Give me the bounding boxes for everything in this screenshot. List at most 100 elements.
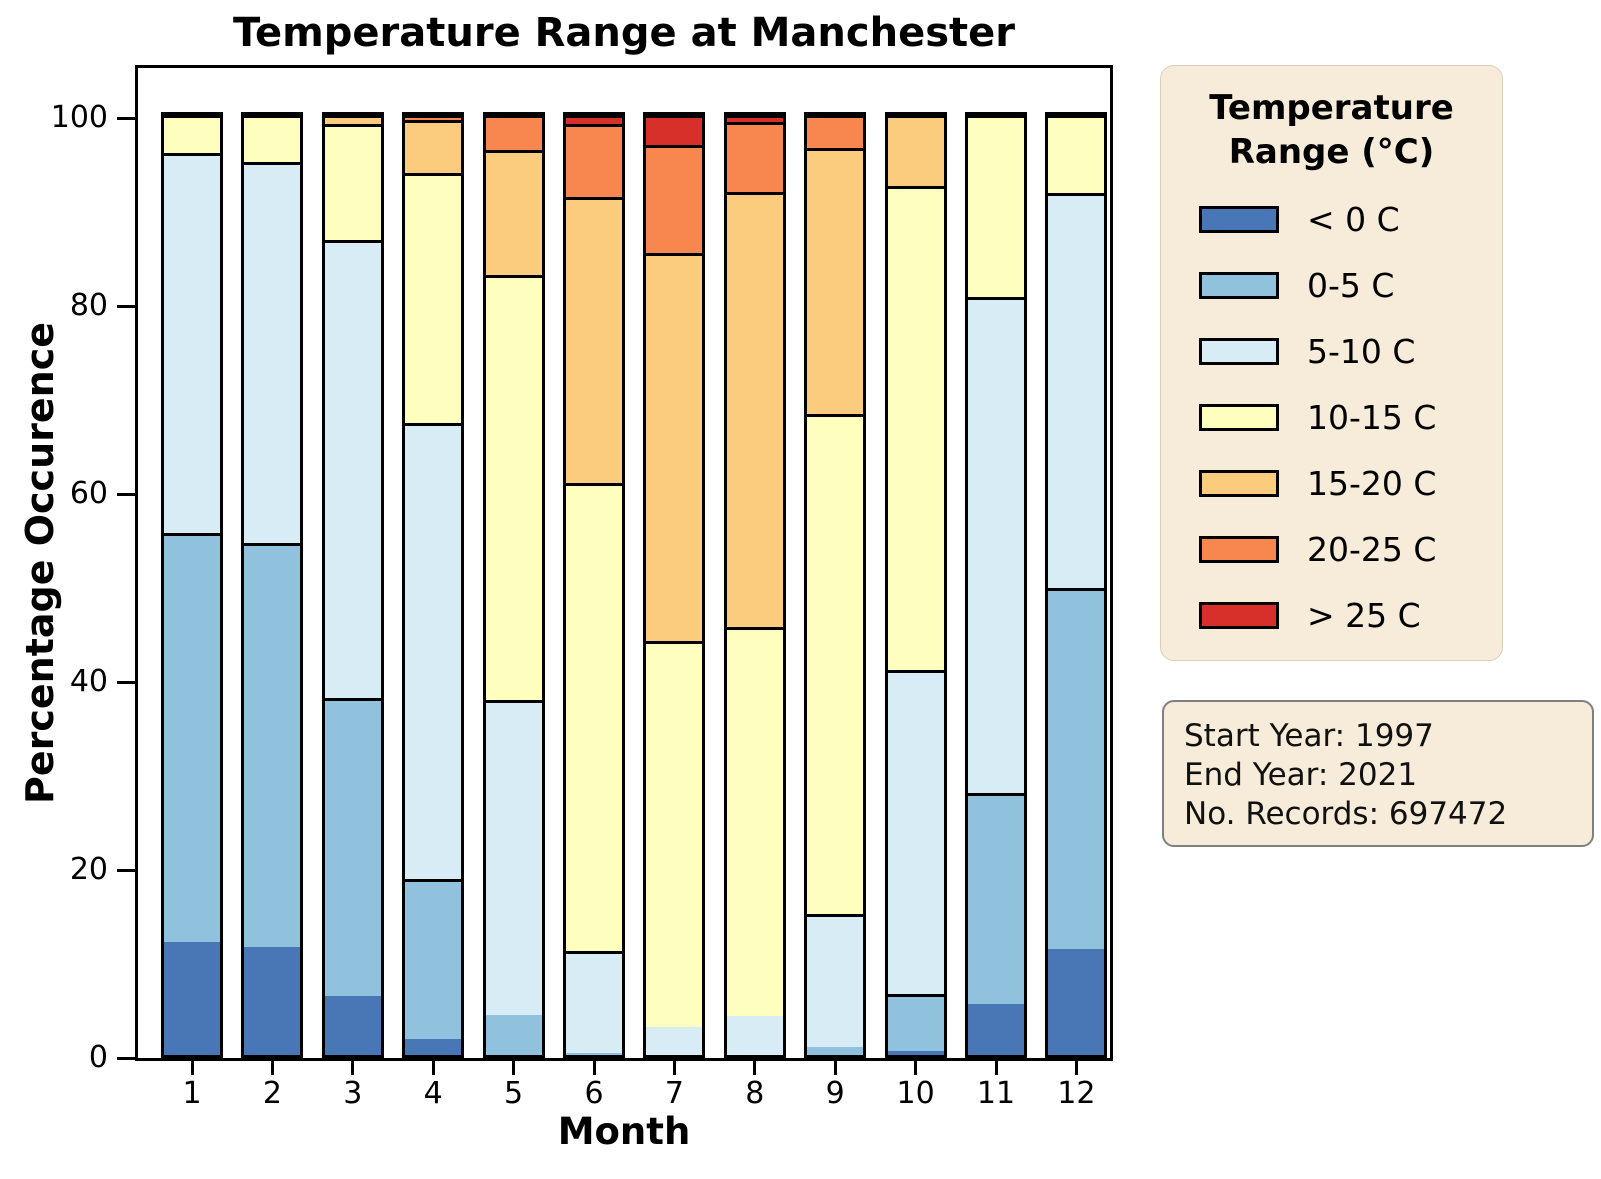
segment-0-c [968,1004,1024,1055]
x-tick-mark [351,1061,355,1075]
segment-0-5-c [405,879,462,1040]
segment-0-5-c [1048,587,1105,949]
segment-10-15-c [164,115,220,153]
segment-0-c [324,995,381,1055]
segment-20-25-c [566,123,622,197]
segment-15-20-c [887,115,944,187]
segment-0-5-c [968,792,1024,1005]
y-tick-label: 60 [69,476,108,511]
segment-0-5-c [324,697,381,996]
bar-month-11 [965,112,1027,1058]
segment-5-10-c [244,162,301,543]
bar-month-7 [643,112,706,1058]
segment-20-25-c [726,121,783,193]
y-tick-mark [117,1056,135,1060]
x-tick-mark [190,1061,194,1075]
segment-5-10-c [164,152,220,534]
legend-swatch-0-5-c [1199,271,1279,299]
segment-15-20-c [807,147,864,414]
segment-20-25-c [807,115,864,148]
segment-25-c [566,115,622,124]
segment-10-15-c [807,413,864,915]
x-tick-mark [833,1061,837,1075]
x-tick-mark [753,1061,757,1075]
segment-10-15-c [646,641,703,1027]
segment-0-5-c [485,1014,542,1055]
segment-10-15-c [1048,115,1105,194]
info-line: No. Records: 697472 [1184,796,1508,832]
legend-label: 5-10 C [1307,331,1416,371]
x-tick-label: 7 [664,1076,684,1111]
x-tick-mark [512,1061,516,1075]
legend-label: < 0 C [1307,199,1400,239]
segment-15-20-c [726,192,783,628]
x-axis-label: Month [557,1110,691,1153]
segment-0-c [405,1039,462,1055]
info-line: End Year: 2021 [1184,757,1418,793]
x-tick-mark [270,1061,274,1075]
bar-month-5 [482,112,545,1058]
x-tick-mark [592,1061,596,1075]
segment-15-20-c [646,253,703,642]
y-tick-mark [117,680,135,684]
x-tick-label: 12 [1057,1076,1096,1111]
x-tick-label: 8 [745,1076,765,1111]
legend-box: Temperature Range (°C) < 0 C 0-5 C 5-10 C 1… [1160,65,1503,661]
x-tick-label: 6 [584,1076,604,1111]
bar-month-10 [884,112,947,1058]
bar-month-3 [321,112,384,1058]
segment-5-10-c [646,1026,703,1055]
y-tick-label: 0 [88,1040,108,1075]
bar-month-1 [161,112,223,1058]
x-tick-mark [1074,1061,1078,1075]
segment-5-10-c [726,1016,783,1055]
segment-0-c [1048,948,1105,1055]
chart-title: Temperature Range at Manchester [232,10,1015,56]
segment-15-20-c [485,149,542,275]
legend-item-25-c: > 25 C [1161,582,1502,648]
segment-0-5-c [164,533,220,943]
segment-0-c [887,1051,944,1055]
segment-10-15-c [485,274,542,700]
y-tick-mark [117,304,135,308]
x-tick-label: 4 [423,1076,443,1111]
segment-25-c [726,115,783,122]
legend-label: 20-25 C [1307,529,1437,569]
segment-0-5-c [244,542,301,947]
segment-5-10-c [405,423,462,880]
legend-label: 10-15 C [1307,397,1437,437]
segment-25-c [646,115,703,146]
x-tick-mark [914,1061,918,1075]
segment-5-10-c [566,950,622,1054]
segment-10-15-c [968,115,1024,298]
legend-item-15-20-c: 15-20 C [1161,450,1502,516]
bar-month-12 [1045,112,1108,1058]
x-tick-mark [994,1061,998,1075]
segment-20-25-c [646,145,703,254]
segment-5-10-c [807,914,864,1047]
y-tick-label: 40 [69,664,108,699]
legend-label: > 25 C [1307,595,1421,635]
legend-swatch-10-15-c [1199,403,1279,431]
segment-0-5-c [566,1053,622,1055]
legend-title: Temperature Range (°C) [1209,88,1454,172]
segment-20-25-c [485,115,542,150]
bar-month-9 [804,112,867,1058]
segment-0-5-c [887,993,944,1052]
y-tick-mark [117,868,135,872]
segment-0-5-c [807,1046,864,1055]
segment-15-20-c [405,119,462,174]
segment-10-15-c [566,482,622,951]
legend-item-0-c: < 0 C [1161,186,1502,252]
x-tick-mark [672,1061,676,1075]
segment-10-15-c [324,124,381,241]
legend-swatch-0-c [1199,205,1279,233]
segment-10-15-c [405,173,462,424]
segment-10-15-c [887,186,944,670]
legend-items: < 0 C 0-5 C 5-10 C 10-15 C 15-20 C 20-25 C > 2… [1161,186,1502,648]
legend-item-20-25-c: 20-25 C [1161,516,1502,582]
plot-area [135,65,1113,1061]
segment-5-10-c [1048,193,1105,588]
x-tick-label: 1 [182,1076,202,1111]
segment-15-20-c [566,196,622,483]
